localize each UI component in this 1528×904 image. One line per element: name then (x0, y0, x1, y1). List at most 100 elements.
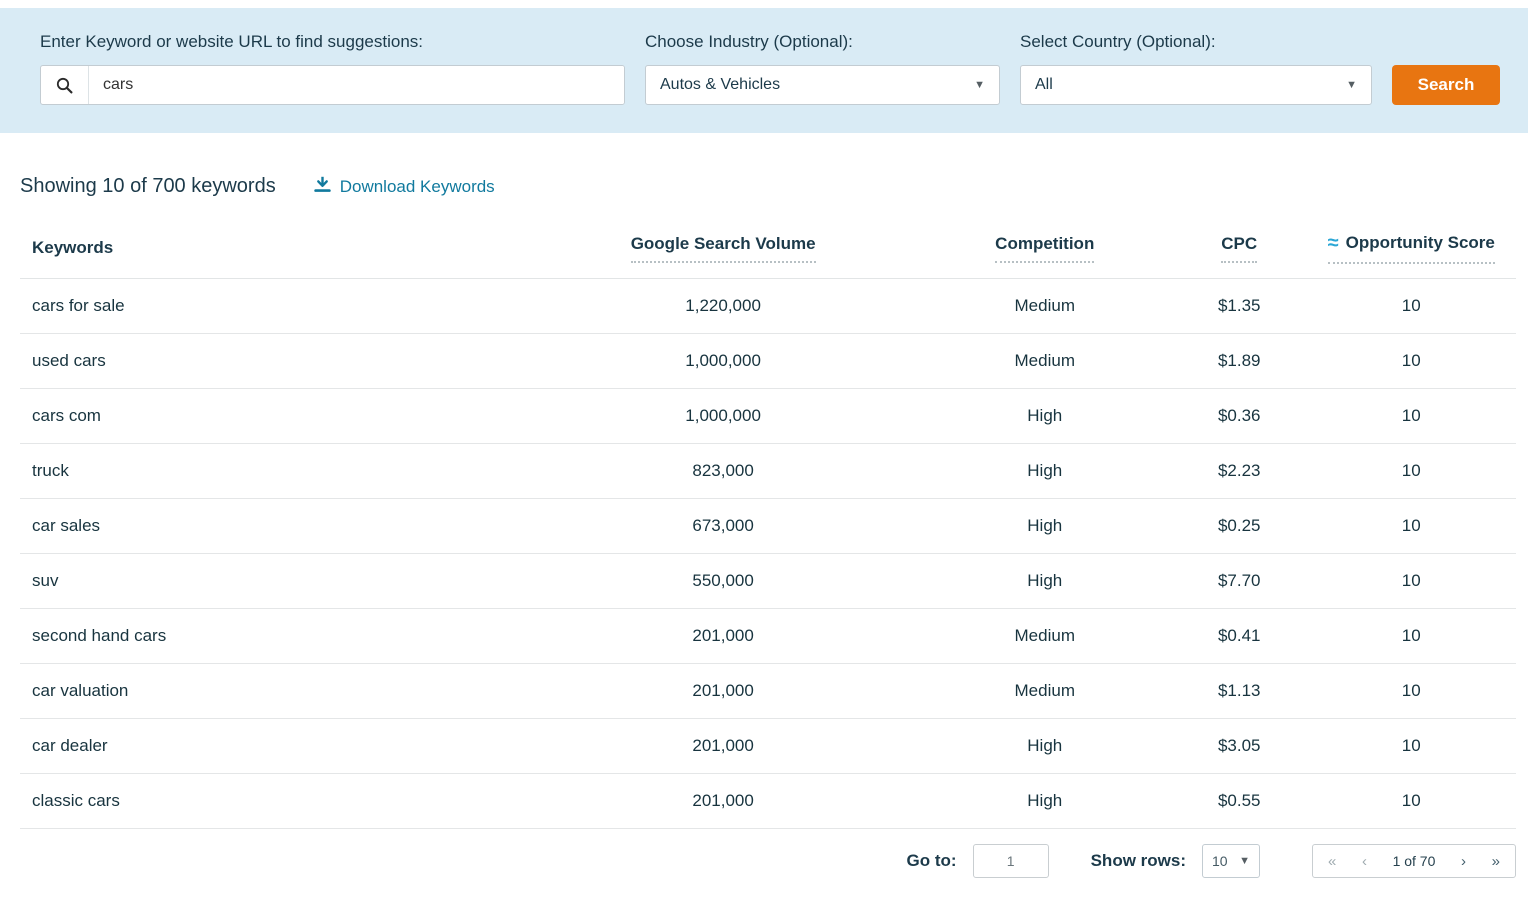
table-row: classic cars 201,000 High $0.55 10 (20, 774, 1516, 829)
column-header-competition[interactable]: Competition (995, 234, 1094, 263)
table-row: second hand cars 201,000 Medium $0.41 10 (20, 609, 1516, 664)
keyword-label: Enter Keyword or website URL to find sug… (40, 32, 625, 52)
volume-cell: 201,000 (529, 664, 918, 719)
search-button[interactable]: Search (1392, 65, 1500, 105)
competition-cell: High (918, 444, 1172, 499)
competition-cell: Medium (918, 279, 1172, 334)
keyword-input-wrap (40, 65, 625, 105)
page-info: 1 of 70 (1393, 853, 1436, 869)
volume-cell: 1,220,000 (529, 279, 918, 334)
keyword-table-header: Keywords Google Search Volume Competitio… (20, 220, 1516, 279)
competition-cell: Medium (918, 664, 1172, 719)
country-label: Select Country (Optional): (1020, 32, 1372, 52)
search-icon (41, 66, 89, 104)
competition-cell: Medium (918, 609, 1172, 664)
keyword-input[interactable] (89, 66, 624, 104)
cpc-cell: $7.70 (1172, 554, 1307, 609)
cpc-cell: $0.55 (1172, 774, 1307, 829)
cpc-cell: $3.05 (1172, 719, 1307, 774)
table-row: truck 823,000 High $2.23 10 (20, 444, 1516, 499)
last-page-button[interactable]: » (1492, 854, 1500, 869)
keyword-cell: second hand cars (20, 609, 529, 664)
volume-cell: 201,000 (529, 719, 918, 774)
next-page-button[interactable]: › (1461, 854, 1466, 869)
competition-cell: Medium (918, 334, 1172, 389)
show-rows-select[interactable]: 10 ▼ (1202, 844, 1260, 878)
industry-select[interactable]: Autos & Vehicles ▼ (645, 65, 1000, 105)
cpc-cell: $1.35 (1172, 279, 1307, 334)
country-selected-value: All (1035, 76, 1053, 94)
competition-cell: High (918, 774, 1172, 829)
industry-field-group: Choose Industry (Optional): Autos & Vehi… (645, 32, 1000, 105)
industry-label: Choose Industry (Optional): (645, 32, 1000, 52)
download-icon (314, 176, 331, 197)
goto-page-input[interactable] (973, 844, 1049, 878)
chevron-down-icon: ▼ (1346, 79, 1357, 91)
keyword-cell: suv (20, 554, 529, 609)
keyword-tool-page: Enter Keyword or website URL to find sug… (0, 8, 1528, 904)
results-summary: Showing 10 of 700 keywords (20, 175, 276, 198)
column-header-cpc[interactable]: CPC (1221, 234, 1257, 263)
volume-cell: 201,000 (529, 609, 918, 664)
industry-selected-value: Autos & Vehicles (660, 76, 780, 94)
score-cell: 10 (1307, 774, 1516, 829)
volume-cell: 201,000 (529, 774, 918, 829)
show-rows-label: Show rows: (1091, 851, 1186, 871)
keyword-table: Keywords Google Search Volume Competitio… (20, 220, 1516, 829)
competition-cell: High (918, 389, 1172, 444)
country-field-group: Select Country (Optional): All ▼ (1020, 32, 1372, 105)
opportunity-score-wave-icon: ≈ (1328, 232, 1339, 254)
pagination: « ‹ 1 of 70 › » (1312, 844, 1516, 878)
score-cell: 10 (1307, 719, 1516, 774)
score-cell: 10 (1307, 334, 1516, 389)
cpc-cell: $0.36 (1172, 389, 1307, 444)
score-cell: 10 (1307, 444, 1516, 499)
download-keywords-label: Download Keywords (340, 177, 495, 197)
volume-cell: 550,000 (529, 554, 918, 609)
keyword-cell: cars com (20, 389, 529, 444)
keyword-cell: used cars (20, 334, 529, 389)
search-panel: Enter Keyword or website URL to find sug… (0, 8, 1528, 133)
table-row: car dealer 201,000 High $3.05 10 (20, 719, 1516, 774)
score-cell: 10 (1307, 499, 1516, 554)
score-cell: 10 (1307, 279, 1516, 334)
download-keywords-link[interactable]: Download Keywords (314, 176, 495, 197)
table-row: cars com 1,000,000 High $0.36 10 (20, 389, 1516, 444)
chevron-down-icon: ▼ (974, 79, 985, 91)
table-row: cars for sale 1,220,000 Medium $1.35 10 (20, 279, 1516, 334)
cpc-cell: $0.41 (1172, 609, 1307, 664)
keyword-cell: car valuation (20, 664, 529, 719)
score-cell: 10 (1307, 554, 1516, 609)
prev-page-button[interactable]: ‹ (1362, 854, 1367, 869)
score-cell: 10 (1307, 609, 1516, 664)
score-cell: 10 (1307, 664, 1516, 719)
chevron-down-icon: ▼ (1239, 855, 1250, 867)
first-page-button[interactable]: « (1328, 854, 1336, 869)
competition-cell: High (918, 499, 1172, 554)
volume-cell: 1,000,000 (529, 389, 918, 444)
keyword-table-body: cars for sale 1,220,000 Medium $1.35 10 … (20, 279, 1516, 829)
competition-cell: High (918, 719, 1172, 774)
competition-cell: High (918, 554, 1172, 609)
column-header-opportunity-score[interactable]: ≈ Opportunity Score (1328, 232, 1495, 264)
results-bar: Showing 10 of 700 keywords Download Keyw… (0, 133, 1528, 214)
column-header-search-volume[interactable]: Google Search Volume (631, 234, 816, 263)
goto-label: Go to: (907, 851, 957, 871)
keyword-cell: car dealer (20, 719, 529, 774)
table-footer: Go to: Show rows: 10 ▼ « ‹ 1 of 70 › » (0, 829, 1528, 904)
table-row: car valuation 201,000 Medium $1.13 10 (20, 664, 1516, 719)
opportunity-score-label: Opportunity Score (1346, 233, 1495, 252)
table-row: suv 550,000 High $7.70 10 (20, 554, 1516, 609)
keyword-cell: cars for sale (20, 279, 529, 334)
score-cell: 10 (1307, 389, 1516, 444)
cpc-cell: $0.25 (1172, 499, 1307, 554)
cpc-cell: $1.89 (1172, 334, 1307, 389)
table-row: used cars 1,000,000 Medium $1.89 10 (20, 334, 1516, 389)
keyword-cell: classic cars (20, 774, 529, 829)
volume-cell: 823,000 (529, 444, 918, 499)
table-row: car sales 673,000 High $0.25 10 (20, 499, 1516, 554)
country-select[interactable]: All ▼ (1020, 65, 1372, 105)
keyword-field-group: Enter Keyword or website URL to find sug… (40, 32, 625, 105)
keyword-cell: car sales (20, 499, 529, 554)
volume-cell: 1,000,000 (529, 334, 918, 389)
